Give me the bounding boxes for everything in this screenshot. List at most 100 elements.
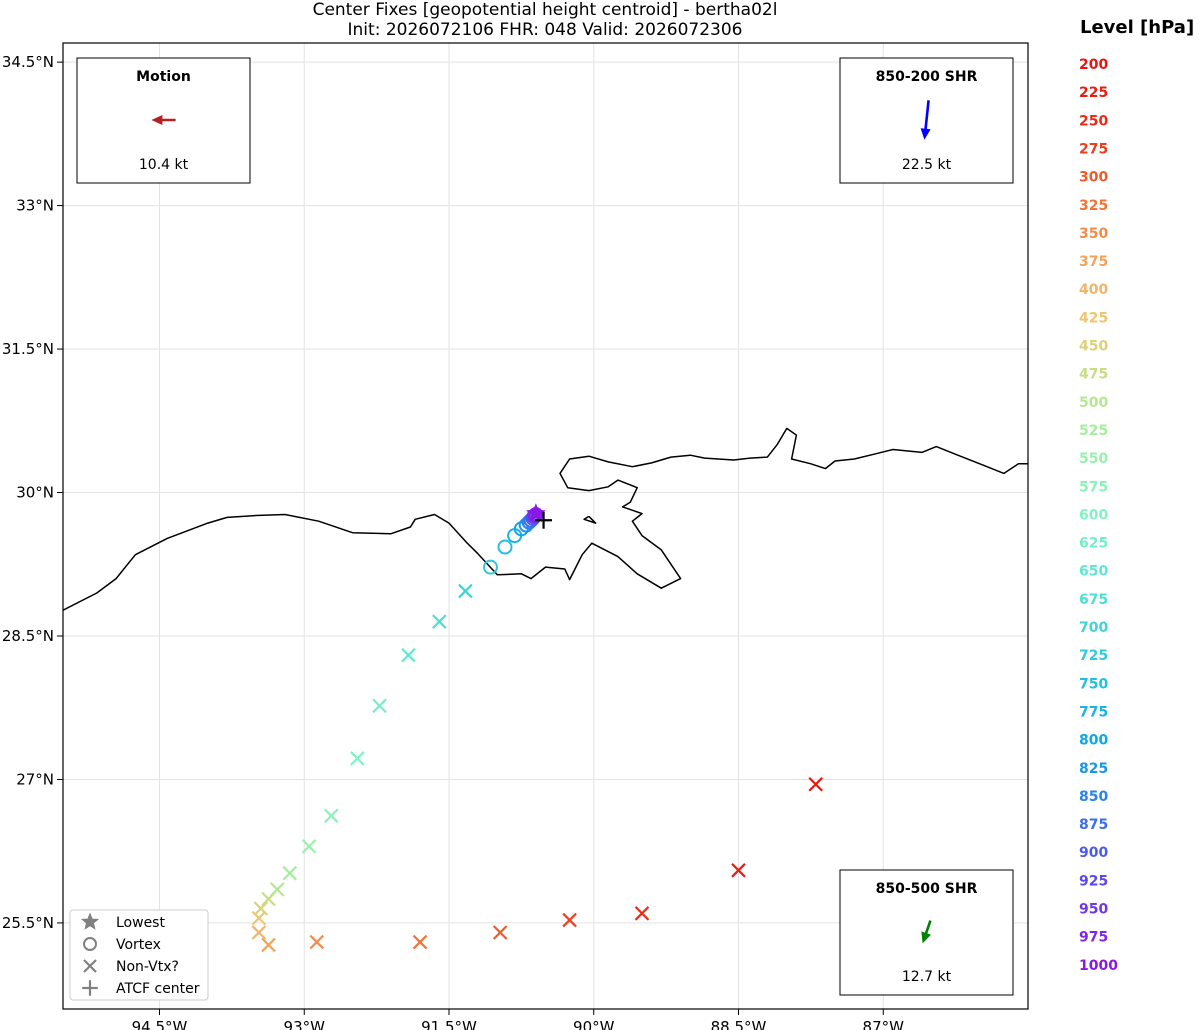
inset-value: 10.4 kt <box>139 157 189 173</box>
level-label-300: 300 <box>1079 170 1108 186</box>
level-label-900: 900 <box>1079 845 1108 861</box>
level-label-275: 275 <box>1079 141 1108 157</box>
legend-marker-plus <box>82 980 98 996</box>
fix-point-750 <box>497 539 513 555</box>
fix-point-625 <box>372 698 387 714</box>
level-label-625: 625 <box>1079 536 1108 552</box>
level-label-425: 425 <box>1079 310 1108 326</box>
level-colorkey: 200 225 250 275 300 325 350 375 400 425 450 475 500 5… <box>1079 57 1118 974</box>
legend-label: ATCF center <box>116 981 200 997</box>
x-tick-label: 90°W <box>573 1018 615 1030</box>
level-label-925: 925 <box>1079 873 1108 889</box>
fix-point-350 <box>309 934 325 950</box>
inset-value: 12.7 kt <box>902 969 952 985</box>
y-axis-ticks: 34.5°N 33°N 31.5°N 30°N 28.5°N 27°N 25.5°N <box>2 53 63 932</box>
fix-point-400 <box>251 925 267 940</box>
chart-title: Center Fixes [geopotential height centro… <box>313 0 778 20</box>
inset-box-bottom-right: 850-500 SHR 12.7 kt <box>839 869 1014 996</box>
y-tick-label: 28.5°N <box>2 627 54 645</box>
level-label-600: 600 <box>1079 507 1108 523</box>
fix-point-325 <box>412 934 428 950</box>
inset-arrow <box>920 100 931 140</box>
levels-title: Level [hPa] <box>1080 17 1194 38</box>
legend-marker-x <box>83 959 97 973</box>
fix-point-200 <box>808 776 823 792</box>
coastline-segment <box>583 515 597 524</box>
x-tick-label: 87°W <box>863 1018 905 1030</box>
level-label-550: 550 <box>1079 451 1108 467</box>
legend-frame <box>69 909 209 1001</box>
level-label-325: 325 <box>1079 198 1108 214</box>
level-label-850: 850 <box>1079 789 1108 805</box>
chart-subtitle: Init: 2026072106 FHR: 048 Valid: 2026072… <box>348 20 743 40</box>
level-label-975: 975 <box>1079 930 1108 946</box>
inset-boxes: Motion 10.4 kt 850-200 SHR 22.5 kt 850-500 S… <box>76 57 1014 996</box>
inset-arrow <box>921 920 932 944</box>
level-label-250: 250 <box>1079 113 1108 129</box>
coastline <box>63 427 1028 611</box>
fix-point-525 <box>282 865 298 881</box>
level-label-650: 650 <box>1079 564 1108 580</box>
level-label-375: 375 <box>1079 254 1108 270</box>
level-label-675: 675 <box>1079 592 1108 608</box>
level-label-350: 350 <box>1079 226 1108 242</box>
fix-point-575 <box>323 808 339 824</box>
fix-point-725 <box>482 559 498 575</box>
level-label-575: 575 <box>1079 479 1108 495</box>
y-tick-label: 34.5°N <box>2 53 54 71</box>
x-tick-label: 88.5°W <box>711 1018 767 1030</box>
fix-point-225 <box>731 863 746 878</box>
fix-point-450 <box>253 901 269 916</box>
x-tick-label: 94.5°W <box>132 1018 188 1030</box>
level-label-725: 725 <box>1079 648 1108 664</box>
fix-point-300 <box>492 925 508 940</box>
x-tick-label: 91.5°W <box>421 1018 477 1030</box>
level-label-875: 875 <box>1079 817 1108 833</box>
level-label-775: 775 <box>1079 704 1108 720</box>
level-label-500: 500 <box>1079 395 1108 411</box>
level-label-825: 825 <box>1079 761 1108 777</box>
fix-point-550 <box>301 839 317 854</box>
fix-point-675 <box>432 614 447 629</box>
coastline-segment <box>63 427 1028 611</box>
plot-frame <box>62 42 1029 1010</box>
y-tick-label: 30°N <box>16 484 54 502</box>
level-label-800: 800 <box>1079 733 1108 749</box>
gridlines <box>63 43 1028 1009</box>
inset-value: 22.5 kt <box>902 157 952 173</box>
x-axis-ticks: 94.5°W 93°W 91.5°W 90°W 88.5°W 87°W <box>132 1009 904 1030</box>
level-label-750: 750 <box>1079 676 1108 692</box>
inset-arrow <box>151 115 176 125</box>
fix-point-500 <box>269 882 285 897</box>
level-label-950: 950 <box>1079 902 1108 918</box>
fix-point-275 <box>562 912 577 928</box>
y-tick-label: 27°N <box>16 770 54 788</box>
level-label-225: 225 <box>1079 85 1108 101</box>
fix-point-250 <box>634 906 650 921</box>
inset-title: 850-500 SHR <box>876 881 978 897</box>
fix-point-375 <box>261 937 276 953</box>
level-label-1000: 1000 <box>1079 958 1118 974</box>
level-label-200: 200 <box>1079 57 1108 73</box>
y-tick-label: 33°N <box>16 197 54 215</box>
fix-point-700 <box>458 583 473 599</box>
level-label-525: 525 <box>1079 423 1108 439</box>
inset-title: 850-200 SHR <box>876 69 978 85</box>
inset-box-top-right: 850-200 SHR 22.5 kt <box>839 57 1014 184</box>
legend-marker-o <box>83 937 97 951</box>
fix-point-600 <box>350 751 365 766</box>
inset-title: Motion <box>136 69 191 85</box>
legend-label: Lowest <box>116 915 165 931</box>
fix-point-1000 <box>526 503 546 522</box>
x-tick-label: 93°W <box>284 1018 326 1030</box>
legend-marker-star <box>80 912 100 930</box>
marker-legend: Lowest Vortex Non-Vtx? ATCF center <box>69 909 209 1001</box>
y-tick-label: 25.5°N <box>2 914 54 932</box>
fix-markers <box>251 503 823 953</box>
level-label-475: 475 <box>1079 367 1108 383</box>
level-label-400: 400 <box>1079 282 1108 298</box>
legend-label: Non-Vtx? <box>116 959 179 975</box>
atcf-center-marker <box>535 511 553 529</box>
level-label-700: 700 <box>1079 620 1108 636</box>
